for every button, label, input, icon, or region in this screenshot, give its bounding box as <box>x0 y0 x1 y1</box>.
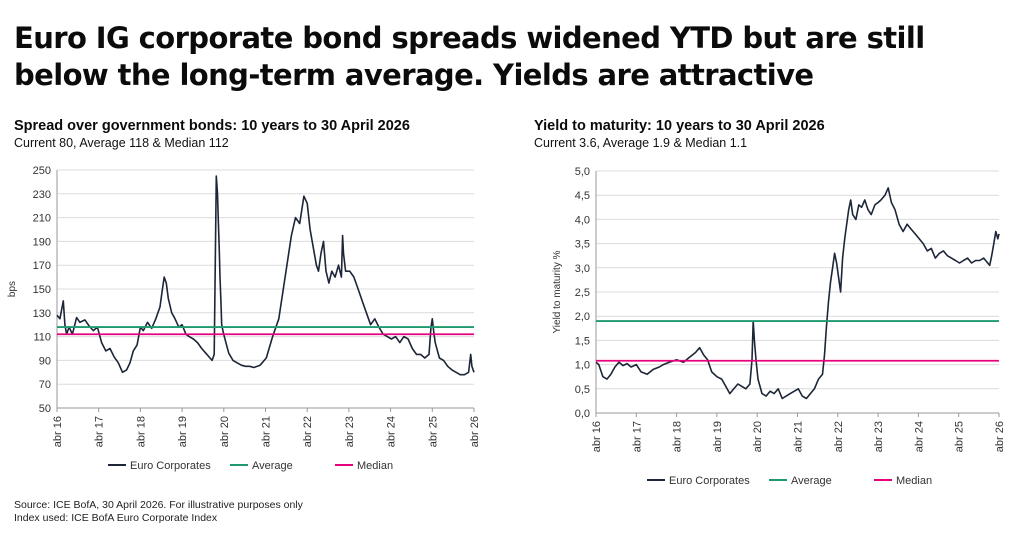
x-tick-label: abr 17 <box>631 421 643 452</box>
x-tick-label: abr 19 <box>712 421 724 452</box>
spread-chart-title: Spread over government bonds: 10 years t… <box>14 118 410 134</box>
y-tick-label: 2,5 <box>575 287 590 299</box>
legend-label: Euro Corporates <box>130 460 211 472</box>
x-tick-label: abr 22 <box>833 421 845 452</box>
series-line-euro-corporates <box>595 187 1000 400</box>
yield-chart: 0,0 0,5 1,0 1,5 2,0 2,5 3,0 3,5 4,0 4,5 5,0 abr 16 a… <box>552 166 1006 487</box>
y-tick-label: 50 <box>39 403 51 415</box>
x-tick-label: abr 16 <box>591 421 603 452</box>
index-note: Index used: ICE BofA Euro Corporate Inde… <box>14 512 218 524</box>
y-tick-label: 2,0 <box>575 311 590 323</box>
yield-chart-title: Yield to maturity: 10 years to 30 April … <box>534 118 825 134</box>
x-tick-label: abr 20 <box>219 416 231 447</box>
spread-chart: 50 70 90 110 130 150 170 190 210 230 250 abr 16 abr … <box>7 165 481 472</box>
y-tick-label: 1,0 <box>575 360 590 372</box>
y-tick-label: 250 <box>33 165 51 177</box>
y-tick-label: 110 <box>33 332 51 344</box>
y-axis-title: Yield to maturity % <box>552 250 563 333</box>
x-tick-label: abr 23 <box>344 416 356 447</box>
x-tick-label: abr 23 <box>873 421 885 452</box>
headline: Euro IG corporate bond spreads widened Y… <box>14 21 925 92</box>
y-tick-label: 3,0 <box>575 263 590 275</box>
source-note: Source: ICE BofA, 30 April 2026. For ill… <box>14 499 303 511</box>
y-tick-label: 130 <box>33 308 51 320</box>
y-tick-label: 0,0 <box>575 408 590 420</box>
x-tick-label: abr 20 <box>752 421 764 452</box>
x-tick-label: abr 16 <box>52 416 64 447</box>
y-tick-label: 0,5 <box>575 384 590 396</box>
x-tick-label: abr 19 <box>177 416 189 447</box>
y-tick-label: 190 <box>33 236 51 248</box>
y-tick-label: 1,5 <box>575 335 590 347</box>
y-tick-label: 4,5 <box>575 190 590 202</box>
x-tick-label: abr 18 <box>672 421 684 452</box>
y-tick-label: 3,5 <box>575 239 590 251</box>
legend-label: Average <box>791 475 832 487</box>
y-tick-label: 70 <box>39 379 51 391</box>
legend-label: Median <box>357 460 393 472</box>
x-tick-label: abr 24 <box>913 421 925 452</box>
x-tick-label: abr 26 <box>469 416 481 447</box>
y-tick-label: 230 <box>33 189 51 201</box>
x-tick-label: abr 21 <box>793 421 805 452</box>
x-tick-label: abr 25 <box>427 416 439 447</box>
y-tick-label: 210 <box>33 213 51 225</box>
x-tick-label: abr 21 <box>261 416 273 447</box>
y-tick-label: 5,0 <box>575 166 590 178</box>
spread-chart-subtitle: Current 80, Average 118 & Median 112 <box>14 136 229 150</box>
x-tick-label: abr 25 <box>954 421 966 452</box>
x-tick-label: abr 24 <box>386 416 398 447</box>
y-axis-title: bps <box>7 281 18 297</box>
y-tick-label: 4,0 <box>575 214 590 226</box>
x-tick-label: abr 17 <box>94 416 106 447</box>
y-tick-label: 150 <box>33 284 51 296</box>
legend-label: Euro Corporates <box>669 475 750 487</box>
y-tick-label: 90 <box>39 355 51 367</box>
legend-label: Average <box>252 460 293 472</box>
x-tick-label: abr 26 <box>994 421 1006 452</box>
legend-label: Median <box>896 475 932 487</box>
yield-chart-subtitle: Current 3.6, Average 1.9 & Median 1.1 <box>534 136 748 150</box>
x-tick-label: abr 22 <box>302 416 314 447</box>
y-tick-label: 170 <box>33 260 51 272</box>
x-tick-label: abr 18 <box>135 416 147 447</box>
series-line-euro-corporates <box>56 175 475 376</box>
